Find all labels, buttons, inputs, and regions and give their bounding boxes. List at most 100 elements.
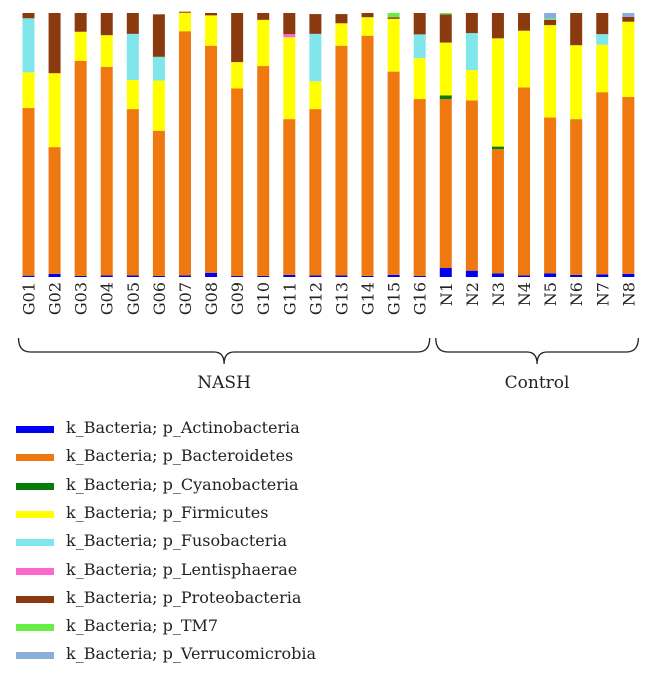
bar-segment (205, 15, 218, 46)
bar-segment (413, 275, 426, 277)
bar-segment (361, 13, 374, 18)
bar-segment (74, 31, 87, 61)
bar-segment (439, 99, 452, 269)
bar-segment (465, 33, 478, 71)
bar-segment (152, 80, 165, 131)
x-tick-label: G05 (124, 282, 143, 315)
bar-segment (491, 13, 504, 39)
bar-segment (178, 11, 191, 13)
x-tick-label: G07 (176, 282, 195, 315)
legend-swatch (16, 454, 54, 462)
bar-segment (518, 13, 531, 31)
bar-segment (622, 273, 635, 277)
legend-label: k_Bacteria; p_Proteobacteria (66, 587, 302, 607)
bar-segment (596, 13, 609, 35)
legend-swatch (16, 426, 54, 433)
group-label: NASH (197, 373, 251, 393)
bar-segment (570, 274, 583, 277)
bar-segment (283, 13, 296, 35)
bar-segment (387, 13, 400, 18)
bar-segment (309, 109, 322, 276)
legend-swatch (16, 595, 54, 603)
bar-segment (361, 275, 374, 277)
bar-segment (283, 274, 296, 277)
bar-segment (178, 31, 191, 276)
bar-segment (283, 119, 296, 275)
x-tick-label: G14 (359, 282, 378, 315)
bar-segment (22, 108, 35, 276)
bar-segment (570, 13, 583, 46)
x-tick-label: N7 (593, 282, 612, 306)
bar-segment (387, 71, 400, 275)
bar-segment (48, 273, 61, 277)
legend-label: k_Bacteria; p_TM7 (66, 616, 219, 636)
bar-segment (491, 273, 504, 277)
legend-label: k_Bacteria; p_Bacteroidetes (66, 446, 294, 466)
bar-segment (100, 13, 113, 36)
bar-segment (544, 19, 557, 26)
bar-segment (596, 92, 609, 275)
bar-segment (491, 38, 504, 147)
bar-segment (100, 66, 113, 276)
legend-label: k_Bacteria; p_Fusobacteria (66, 531, 288, 551)
bar-segment (231, 88, 244, 276)
bar-segment (544, 117, 557, 274)
bar-segment (126, 80, 139, 110)
bar-segment (152, 130, 165, 276)
x-tick-label: N1 (437, 282, 456, 306)
x-tick-label: G09 (228, 282, 247, 315)
bar-segment (335, 23, 348, 46)
bar-segment (152, 14, 165, 57)
x-tick-label: G12 (306, 282, 325, 315)
bar-segment (570, 119, 583, 275)
x-tick-label: G11 (280, 282, 299, 315)
bar-segment (544, 13, 557, 19)
x-tick-label: N3 (489, 282, 508, 306)
group-brace (435, 337, 639, 365)
x-tick-label: G04 (98, 282, 117, 315)
x-tick-label: G01 (20, 282, 39, 315)
bar-segment (309, 14, 322, 34)
bar-segment (335, 14, 348, 24)
bar-segment (257, 19, 270, 67)
bar-segment (413, 13, 426, 35)
x-tick-label: G16 (411, 282, 430, 315)
legend-swatch (16, 567, 54, 575)
bar-segment (231, 275, 244, 277)
bar-segment (439, 14, 452, 43)
bar-segment (491, 149, 504, 274)
bar-segment (361, 17, 374, 36)
bar-segment (309, 275, 322, 277)
bar-segment (387, 18, 400, 72)
bar-segment (518, 30, 531, 88)
bar-segment (570, 45, 583, 120)
bar-segment (231, 62, 244, 89)
bar-segment (622, 96, 635, 274)
bar-segment (74, 60, 87, 276)
bar-segment (48, 73, 61, 148)
bar-segment (413, 34, 426, 59)
bar-segment (465, 13, 478, 34)
bar-segment (257, 13, 270, 20)
bar-segment (283, 37, 296, 120)
bar-segment (126, 109, 139, 276)
bar-segment (335, 45, 348, 276)
bar-segment (387, 17, 400, 19)
legend-label: k_Bacteria; p_Actinobacteria (66, 418, 300, 437)
bar-segment (309, 81, 322, 110)
bar-segment (257, 66, 270, 276)
bar-segment (309, 33, 322, 82)
group-brace (17, 337, 431, 365)
bar-segment (178, 275, 191, 277)
bar-segment (439, 95, 452, 100)
bar-segment (74, 275, 87, 277)
bar-segment (283, 34, 296, 38)
x-tick-labels: G01 G02 G03 G04 G05 G06 G07 G08 G09 G10 G11 G12 G13 G… (20, 282, 639, 315)
bar-segment (596, 34, 609, 45)
bar-segment (22, 13, 35, 19)
group-braces (17, 337, 639, 365)
bar-segment (596, 274, 609, 277)
group-label: Control (504, 373, 570, 393)
bar-segment (491, 146, 504, 150)
legend-swatch (16, 652, 54, 660)
